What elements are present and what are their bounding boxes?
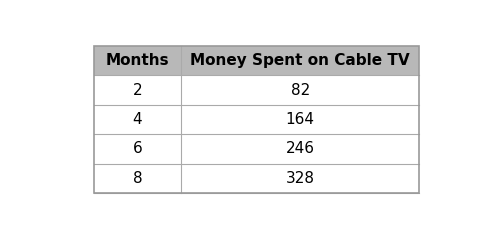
Bar — [94, 105, 182, 134]
Bar — [182, 75, 419, 105]
Bar — [182, 164, 419, 193]
Text: 6: 6 — [132, 141, 142, 156]
Text: 8: 8 — [132, 171, 142, 186]
Text: 82: 82 — [290, 82, 310, 98]
Text: 246: 246 — [286, 141, 314, 156]
Text: Months: Months — [106, 53, 170, 68]
Bar — [182, 105, 419, 134]
Text: 164: 164 — [286, 112, 314, 127]
Bar — [182, 46, 419, 75]
Text: 4: 4 — [132, 112, 142, 127]
Bar — [182, 134, 419, 164]
Text: Money Spent on Cable TV: Money Spent on Cable TV — [190, 53, 410, 68]
Bar — [94, 75, 182, 105]
Bar — [94, 134, 182, 164]
Bar — [94, 164, 182, 193]
Text: 328: 328 — [286, 171, 314, 186]
Text: 2: 2 — [132, 82, 142, 98]
Bar — [94, 46, 419, 193]
Bar — [94, 46, 182, 75]
